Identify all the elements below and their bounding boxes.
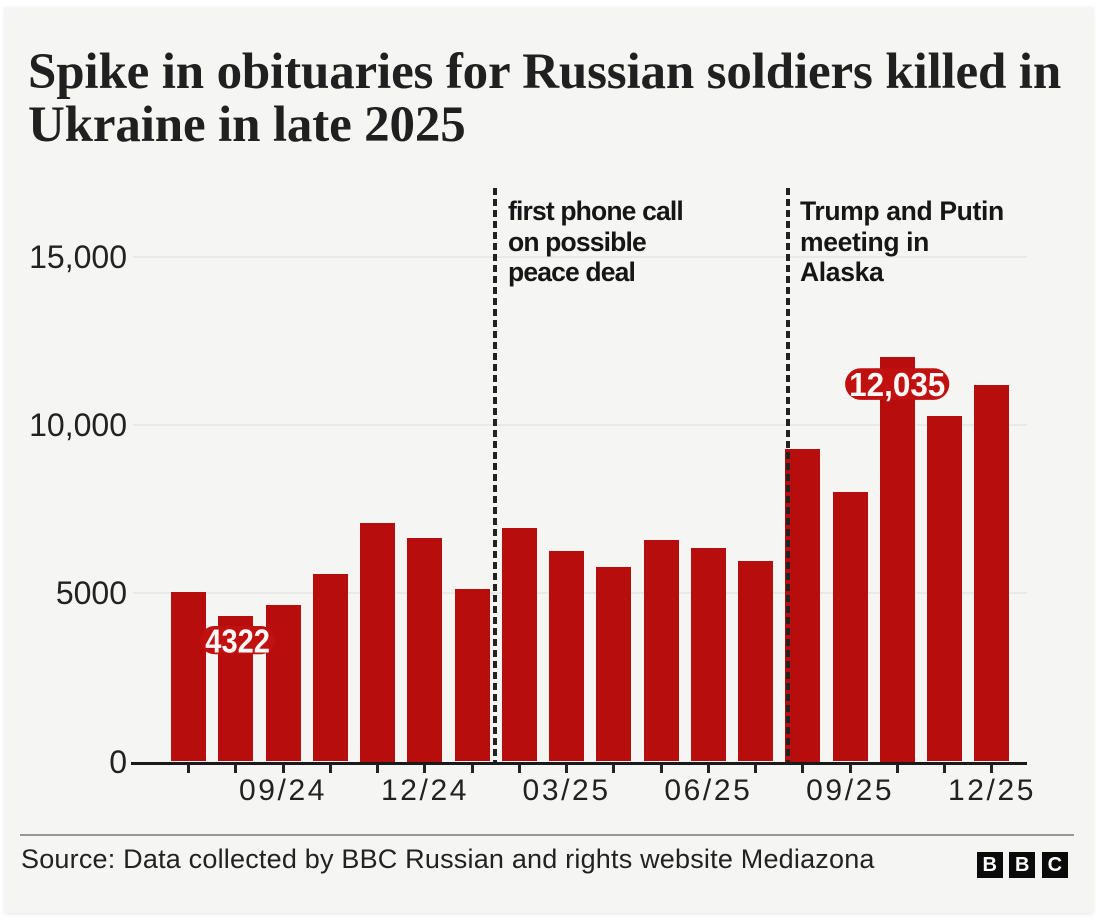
svg-text:4322: 4322 bbox=[205, 623, 270, 660]
svg-text:12,035: 12,035 bbox=[849, 366, 945, 403]
